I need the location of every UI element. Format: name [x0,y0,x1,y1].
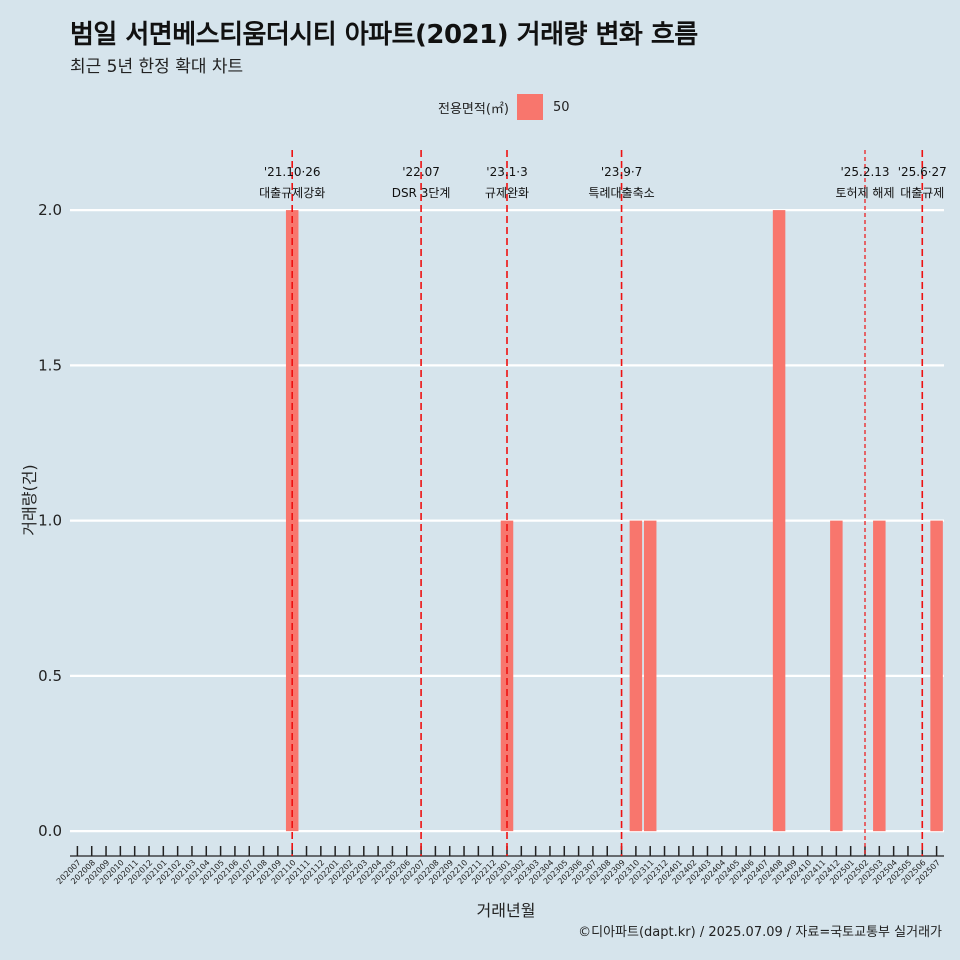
bar [873,520,886,832]
y-tick-label: 1.0 [38,512,62,530]
legend-item-label: 50 [552,99,570,115]
event-date-label: '21.10·26 [264,165,321,179]
bar [772,210,786,832]
event-date-label: '25.6·27 [898,165,947,179]
chart-subtitle: 최근 5년 한정 확대 차트 [70,57,244,77]
bar [930,520,943,832]
bar [285,210,299,832]
y-tick-label: 0.5 [38,667,62,685]
y-tick-label: 0.0 [38,822,62,840]
y-axis-label: 거래량(건) [20,464,39,536]
source-caption: ©디아파트(dapt.kr) / 2025.07.09 / 자료=국토교통부 실… [578,925,942,940]
bar [643,520,657,832]
y-tick-label: 2.0 [38,201,62,219]
event-date-label: '23.9·7 [601,165,642,179]
event-label: 대출규제강화 [259,186,325,200]
y-tick-label: 1.5 [38,356,62,374]
event-label: 규제완화 [485,186,529,200]
bar [830,520,843,832]
legend-title: 전용면적(㎡) [438,101,509,117]
bar [500,520,514,832]
x-axis-label: 거래년월 [476,901,536,920]
bar [629,520,643,832]
legend: 전용면적(㎡) 50 [438,94,570,120]
event-date-label: '23.1·3 [486,165,527,179]
chart-title: 범일 서면베스티움더시티 아파트(2021) 거래량 변화 흐름 [70,20,698,50]
event-label: 토허제 해제 [835,186,894,200]
legend-swatch [516,94,543,120]
event-date-label: '22.07 [402,165,440,179]
event-date-label: '25.2.13 [840,165,889,179]
event-label: 대출규제 [900,186,944,200]
event-label: DSR 3단계 [392,186,451,200]
event-label: 특례대출축소 [588,186,654,200]
